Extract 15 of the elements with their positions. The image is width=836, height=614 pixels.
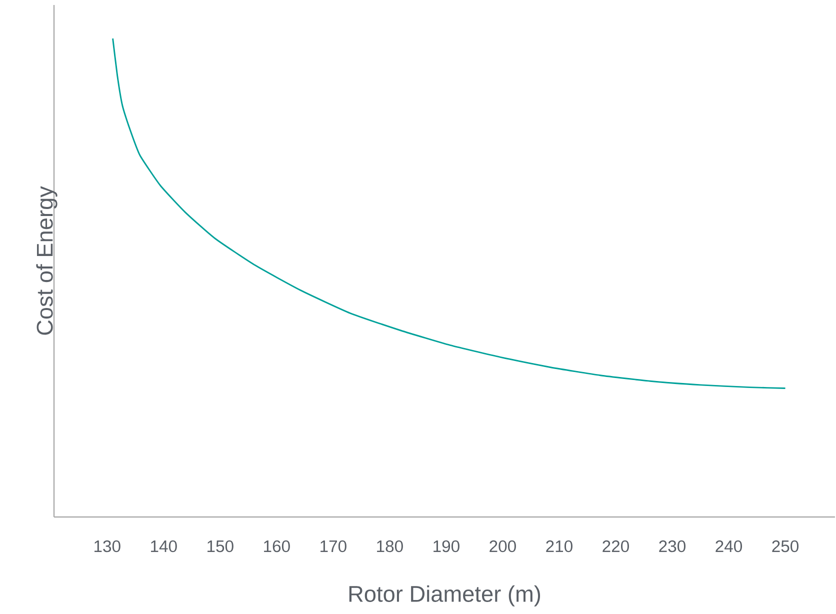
x-tick-label: 160 bbox=[264, 540, 290, 552]
x-tick-label: 140 bbox=[151, 540, 177, 552]
x-tick-label: 150 bbox=[208, 540, 234, 552]
x-tick-label: 230 bbox=[659, 540, 686, 552]
x-tick-label: 180 bbox=[377, 540, 403, 552]
x-tick-label: 240 bbox=[716, 540, 742, 552]
x-tick-label: 250 bbox=[772, 540, 799, 552]
y-axis-title: Cost of Energy bbox=[36, 186, 58, 335]
x-tick-label: 210 bbox=[546, 540, 572, 552]
x-tick-label: 220 bbox=[602, 540, 629, 552]
x-tick-label: 130 bbox=[94, 540, 120, 552]
x-tick-label: 170 bbox=[320, 540, 346, 552]
x-axis-title: Rotor Diameter (m) bbox=[349, 585, 540, 606]
x-tick-label: 200 bbox=[490, 540, 516, 552]
x-tick-label: 190 bbox=[434, 540, 460, 552]
